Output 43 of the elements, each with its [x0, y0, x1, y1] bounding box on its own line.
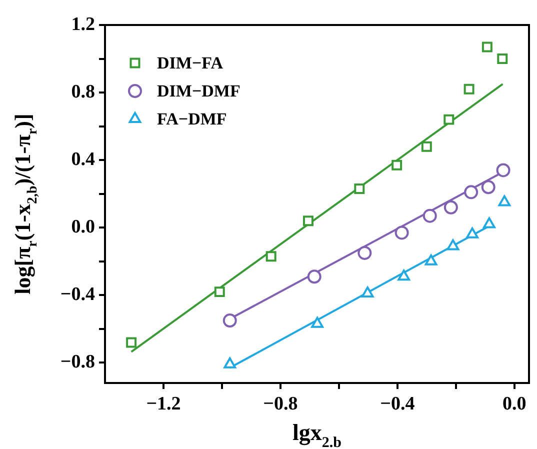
point	[222, 314, 237, 328]
y-tick-label: 0.0	[71, 216, 95, 238]
point	[307, 270, 322, 284]
x-tick-label: 0.0	[502, 393, 526, 414]
point	[444, 114, 454, 125]
point	[394, 226, 409, 240]
x-tick-label: −0.4	[380, 393, 416, 414]
point	[422, 208, 437, 223]
legend-label: DIM−DMF	[157, 81, 240, 100]
point	[464, 185, 478, 200]
point	[398, 270, 410, 281]
y-tick-label: 1.2	[71, 14, 95, 35]
y-tick-label: −0.8	[60, 352, 95, 373]
point	[466, 227, 478, 238]
legend-label: DIM−FA	[157, 53, 224, 72]
point	[424, 254, 438, 266]
x-tick-label: −1.2	[146, 393, 181, 414]
y-tick-label: −0.4	[60, 284, 96, 306]
legend-label: FA−DMF	[157, 109, 227, 128]
point	[482, 42, 492, 52]
point	[481, 180, 496, 194]
point	[498, 195, 511, 206]
point	[354, 184, 365, 194]
point	[224, 357, 236, 368]
point	[446, 239, 460, 250]
point	[483, 217, 496, 228]
y-tick-label: 0.8	[71, 81, 95, 102]
point	[266, 251, 276, 262]
point	[311, 316, 324, 328]
point	[444, 200, 458, 214]
point	[126, 337, 137, 348]
point	[358, 246, 372, 260]
point	[497, 54, 508, 64]
y-axis-title: log[πr(1-x2,b)/(1-πr)]	[10, 114, 41, 294]
point	[214, 286, 225, 298]
point	[302, 216, 314, 226]
point	[421, 141, 432, 152]
point	[392, 160, 402, 170]
point	[361, 286, 374, 298]
point	[464, 84, 474, 94]
y-tick-label: 0.4	[71, 149, 96, 170]
x-tick-label: −0.8	[263, 393, 298, 414]
point	[496, 163, 510, 178]
